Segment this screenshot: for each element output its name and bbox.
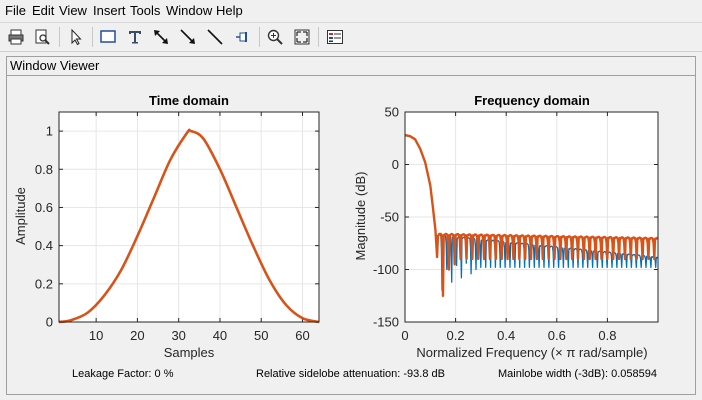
mainlobe-width-label: Mainlobe width (-3dB): 0.058594 bbox=[498, 368, 657, 380]
time-domain-ytick-label: 0.8 bbox=[35, 162, 53, 177]
print-preview-icon[interactable] bbox=[31, 26, 53, 48]
frequency-domain-ytick-label: 50 bbox=[385, 105, 399, 120]
frequency-domain-xlabel: Normalized Frequency (× π rad/sample) bbox=[416, 345, 647, 360]
frequency-domain-ytick-label: -150 bbox=[373, 315, 399, 330]
time-domain-series-line bbox=[58, 128, 320, 324]
time-domain-ytick-label: 0.4 bbox=[35, 238, 53, 253]
frequency-domain-axes-box bbox=[404, 111, 659, 323]
panel-title: Window Viewer bbox=[10, 58, 100, 73]
time-domain-title: Time domain bbox=[149, 93, 229, 108]
frequency-domain-xtick-label: 0.2 bbox=[447, 328, 465, 343]
time-domain-ytick-label: 0 bbox=[46, 315, 53, 330]
time-domain-xtick-label: 40 bbox=[213, 328, 227, 343]
time-domain-xtick-label: 10 bbox=[89, 328, 103, 343]
pin-icon[interactable] bbox=[232, 26, 254, 48]
frequency-domain-title: Frequency domain bbox=[474, 93, 590, 108]
frequency-domain-ytick-label: -100 bbox=[373, 262, 399, 277]
menu-insert[interactable]: Insert bbox=[93, 3, 126, 18]
menu-file[interactable]: File bbox=[5, 3, 26, 18]
time-domain-xtick-label: 30 bbox=[171, 328, 185, 343]
menu-window[interactable]: Window bbox=[166, 3, 213, 18]
frequency-domain-xtick-label: 0.8 bbox=[598, 328, 616, 343]
frequency-domain-ylabel: Magnitude (dB) bbox=[353, 172, 368, 261]
print-icon[interactable] bbox=[5, 26, 27, 48]
time-domain-xtick-label: 20 bbox=[130, 328, 144, 343]
menu-edit[interactable]: Edit bbox=[32, 3, 55, 18]
insert-arrow-icon[interactable] bbox=[177, 26, 199, 48]
menu-bar: File Edit View Insert Tools Window Help bbox=[0, 0, 702, 21]
fit-to-view-icon[interactable] bbox=[291, 26, 313, 48]
time-domain-xlabel: Samples bbox=[164, 345, 215, 360]
insert-text-icon[interactable] bbox=[124, 26, 146, 48]
toolbar bbox=[0, 22, 702, 52]
frequency-domain-ytick-label: -50 bbox=[380, 210, 399, 225]
frequency-domain-xtick-label: 0.6 bbox=[548, 328, 566, 343]
menu-view[interactable]: View bbox=[59, 3, 87, 18]
sidelobe-attenuation-label: Relative sidelobe attenuation: -93.8 dB bbox=[256, 368, 445, 380]
legend-icon[interactable] bbox=[324, 26, 346, 48]
time-domain-axes-box bbox=[58, 111, 320, 323]
leakage-factor-label: Leakage Factor: 0 % bbox=[72, 368, 174, 380]
insert-double-arrow-icon[interactable] bbox=[150, 26, 172, 48]
frequency-domain-xtick-label: 0 bbox=[401, 328, 408, 343]
time-domain-plot: 10 20 30 40 50 60 0 0.2 0.4 0.6 0.8 1 bbox=[35, 111, 320, 343]
frequency-domain-plot: 0 0.2 0.4 0.6 0.8 -150 -100 -50 0 50 bbox=[373, 105, 659, 343]
time-domain-ylabel: Amplitude bbox=[13, 187, 28, 245]
time-domain-ytick-label: 0.2 bbox=[35, 276, 53, 291]
zoom-in-icon[interactable] bbox=[264, 26, 286, 48]
frequency-domain-series-orange bbox=[405, 133, 658, 297]
time-domain-xtick-label: 50 bbox=[254, 328, 268, 343]
time-domain-plot-area bbox=[59, 112, 319, 322]
time-domain-ytick-label: 0.6 bbox=[35, 200, 53, 215]
select-pointer-icon[interactable] bbox=[65, 26, 87, 48]
insert-line-icon[interactable] bbox=[204, 26, 226, 48]
menu-tools[interactable]: Tools bbox=[130, 3, 161, 18]
time-domain-xtick-label: 60 bbox=[295, 328, 309, 343]
time-domain-ytick-label: 1 bbox=[46, 124, 53, 139]
insert-rectangle-icon[interactable] bbox=[97, 26, 119, 48]
frequency-domain-xtick-label: 0.4 bbox=[497, 328, 515, 343]
menu-help[interactable]: Help bbox=[216, 3, 243, 18]
frequency-domain-ytick-label: 0 bbox=[392, 157, 399, 172]
